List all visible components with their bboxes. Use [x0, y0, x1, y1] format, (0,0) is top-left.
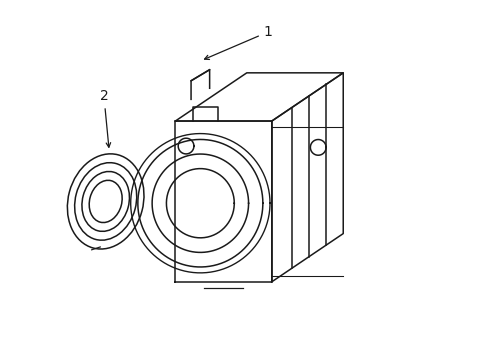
- Text: 2: 2: [99, 89, 111, 147]
- Text: 1: 1: [204, 25, 272, 59]
